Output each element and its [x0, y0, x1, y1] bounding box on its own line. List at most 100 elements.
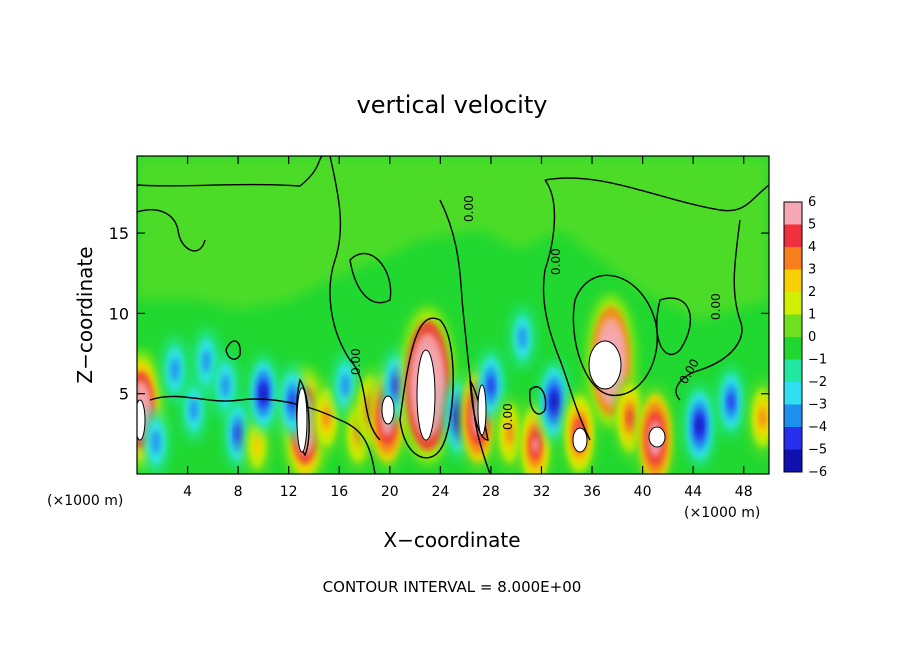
colorbar-label: −1	[808, 353, 827, 368]
x-tick-label: 28	[482, 484, 500, 500]
updraft-core	[416, 349, 436, 441]
upper-light-region	[137, 156, 769, 320]
white-cores	[137, 340, 666, 453]
colorbar-segment	[784, 382, 802, 405]
updraft-core	[477, 384, 487, 436]
contour-label: 0.00	[549, 248, 563, 275]
contour-label: 0.00	[462, 195, 476, 222]
feature-layer	[506, 424, 514, 444]
colorbar-label: 1	[808, 308, 816, 323]
colorbar-segment	[784, 359, 802, 382]
x-tick-label: 44	[684, 484, 702, 500]
colorbar-label: 0	[808, 330, 816, 345]
x-tick-label: 32	[533, 484, 551, 500]
feature-layer	[341, 374, 351, 397]
contour-line	[137, 209, 206, 252]
colorbar-label: −5	[808, 443, 827, 458]
updraft-core	[137, 399, 146, 441]
contour-line	[439, 199, 491, 474]
colorbar-label: 3	[808, 263, 816, 278]
contour-lines	[137, 156, 769, 474]
feature-layer	[322, 408, 331, 428]
x-tick-label: 20	[381, 484, 399, 500]
downdraft-feature	[683, 383, 716, 468]
z-tick-label: 10	[109, 304, 129, 323]
feature-layer	[234, 424, 242, 443]
feature-layer	[288, 392, 297, 412]
feature-layer	[758, 408, 767, 428]
contour-line	[572, 274, 658, 396]
colorbar-label: 6	[808, 195, 816, 210]
feature-layer	[392, 376, 400, 396]
contour-line	[399, 317, 454, 459]
updraft-feature	[747, 379, 769, 456]
plot-area: 0.00 0.00 0.00 0.00 0.00 0.00	[137, 156, 769, 474]
downdraft-feature	[142, 407, 170, 474]
x-unit-right: (×1000 m)	[684, 505, 760, 521]
updraft-core	[572, 427, 588, 453]
x-tick-label: 40	[634, 484, 652, 500]
z-tick-label: 15	[109, 224, 129, 243]
colorbar-segment	[784, 269, 802, 292]
x-tick-label: 8	[234, 484, 243, 500]
colorbar-segment	[784, 314, 802, 337]
x-unit-left: (×1000 m)	[47, 493, 123, 509]
colorbar-frame	[783, 201, 803, 473]
colorbar-label: 5	[808, 218, 816, 233]
downdraft-feature	[248, 353, 279, 434]
colorbar-label: −2	[808, 375, 827, 390]
feature-layer	[189, 399, 199, 421]
colorbar-segment	[784, 404, 802, 427]
colorbar-segment	[784, 202, 802, 225]
colorbar: 6 5 4 3 2 1 0 −1 −2 −3 −4 −5 −6	[783, 195, 827, 480]
feature-layer	[151, 430, 161, 454]
updraft-core	[381, 395, 395, 425]
colorbar-label: −4	[808, 420, 827, 435]
x-axis-ticks: 4 8 12 16 20 24 28 32 36 40 44 48	[183, 156, 753, 500]
contour-line	[529, 386, 547, 415]
feature-layer	[220, 374, 231, 397]
contour-line	[149, 395, 376, 474]
feature-layer	[201, 350, 212, 373]
colorbar-segment	[784, 292, 802, 315]
x-tick-label: 24	[431, 484, 449, 500]
contour-line	[225, 340, 241, 360]
contour-line	[675, 219, 743, 401]
colorbar-label: −6	[808, 465, 827, 480]
x-tick-label: 36	[583, 484, 601, 500]
colorbar-segment	[784, 337, 802, 360]
colorbar-segment	[784, 224, 802, 247]
contour-label: 0.00	[349, 348, 363, 375]
z-tick-label: 5	[119, 385, 129, 404]
plot-frame	[136, 155, 770, 475]
colorbar-segment	[784, 449, 802, 472]
contour-line	[296, 378, 310, 457]
z-axis-ticks: 5 10 15	[109, 224, 769, 404]
feature-layer	[170, 358, 180, 381]
colorbar-label: 4	[808, 240, 816, 255]
contour-label: 0.00	[709, 293, 723, 320]
colorbar-segment	[784, 427, 802, 450]
contour-line	[137, 156, 323, 187]
feature-layer	[518, 326, 527, 349]
contour-line	[329, 156, 381, 441]
z-axis-label: Z−coordinate	[73, 246, 97, 383]
contour-line	[544, 177, 769, 212]
updraft-feature	[495, 395, 525, 472]
x-tick-label: 48	[735, 484, 753, 500]
downdraft-feature	[538, 359, 571, 444]
updraft-core	[648, 426, 666, 448]
colorbar-label: −3	[808, 398, 827, 413]
feature-layer	[532, 437, 539, 453]
feature-layer	[550, 393, 558, 411]
updraft-core	[588, 340, 622, 390]
feature-layer	[727, 392, 735, 411]
contour-line	[349, 252, 392, 304]
colorbar-label: 2	[808, 285, 816, 300]
downdraft-feature	[716, 365, 746, 438]
updraft-core	[296, 387, 308, 453]
contour-line	[542, 179, 591, 441]
contour-interval: CONTOUR INTERVAL = 8.000E+00	[323, 578, 582, 596]
x-tick-label: 12	[280, 484, 298, 500]
